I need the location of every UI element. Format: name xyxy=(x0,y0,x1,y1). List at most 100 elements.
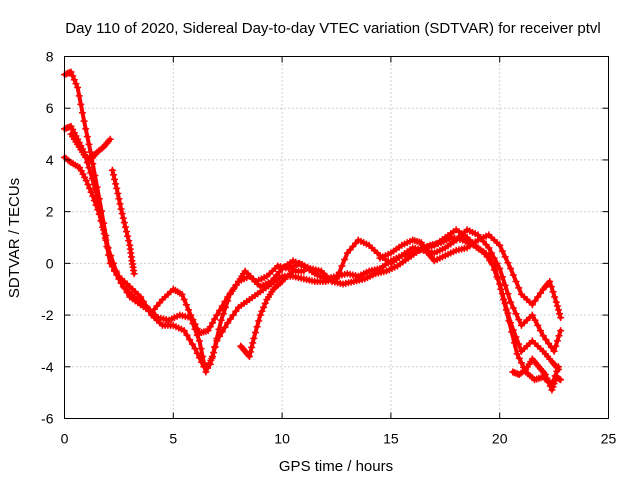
data-point-marker xyxy=(116,200,124,208)
data-point-marker xyxy=(554,306,562,314)
data-point-marker xyxy=(195,337,203,345)
data-point-marker xyxy=(186,336,194,344)
data-point-marker xyxy=(489,261,497,269)
data-point-marker xyxy=(255,317,263,325)
data-point-marker xyxy=(496,241,504,249)
data-point-marker xyxy=(548,386,556,394)
x-tick-label: 5 xyxy=(169,431,177,447)
data-point-marker xyxy=(208,352,216,360)
data-point-marker xyxy=(215,325,223,333)
data-point-marker xyxy=(217,316,225,324)
x-tick-label: 25 xyxy=(601,431,617,447)
data-point-marker xyxy=(557,376,565,384)
data-point-marker xyxy=(90,197,98,205)
x-tick-label: 20 xyxy=(492,431,508,447)
y-tick-label: -4 xyxy=(41,359,54,375)
data-point-marker xyxy=(221,323,229,331)
y-tick-label: -2 xyxy=(41,307,54,323)
data-point-marker xyxy=(111,267,119,275)
data-point-marker xyxy=(504,259,512,267)
data-point-marker xyxy=(226,315,234,323)
data-point-marker xyxy=(539,332,547,340)
data-point-marker xyxy=(74,84,82,92)
data-point-marker xyxy=(513,350,521,358)
data-point-marker xyxy=(545,378,553,386)
data-point-marker xyxy=(92,186,100,194)
data-point-marker xyxy=(245,352,253,360)
y-axis-label: SDTVAR / TECUs xyxy=(6,178,23,298)
y-tick-label: 6 xyxy=(46,100,54,116)
data-point-marker xyxy=(183,331,191,339)
data-point-marker xyxy=(300,267,308,275)
data-point-marker xyxy=(187,314,195,322)
data-point-marker xyxy=(557,327,565,335)
data-point-marker xyxy=(130,270,138,278)
series-satellite-track-7 xyxy=(376,231,565,322)
data-point-marker xyxy=(542,336,550,344)
series-track xyxy=(62,70,561,372)
data-point-marker xyxy=(483,253,491,261)
data-point-marker xyxy=(224,297,232,305)
data-point-marker xyxy=(498,273,506,281)
data-point-marker xyxy=(547,283,555,291)
data-point-marker xyxy=(87,169,95,177)
chart-title: Day 110 of 2020, Sidereal Day-to-day VTE… xyxy=(65,20,601,37)
data-point-marker xyxy=(515,316,523,324)
data-point-marker xyxy=(546,277,554,285)
data-point-marker xyxy=(498,247,506,255)
data-point-marker xyxy=(94,206,102,214)
data-point-marker xyxy=(250,334,258,342)
data-point-marker xyxy=(104,244,112,252)
data-point-marker xyxy=(182,301,190,309)
data-point-marker xyxy=(189,319,197,327)
data-point-marker xyxy=(485,244,493,252)
data-point-marker xyxy=(85,164,93,172)
data-point-marker xyxy=(555,332,563,340)
data-point-marker xyxy=(85,140,93,148)
data-point-marker xyxy=(205,360,213,368)
data-point-marker xyxy=(534,293,542,301)
series-satellite-track-1 xyxy=(61,68,562,373)
x-tick-label: 0 xyxy=(61,431,69,447)
data-point-marker xyxy=(82,177,90,185)
series-satellite-track-8 xyxy=(509,355,565,394)
data-point-marker xyxy=(193,331,201,339)
axis-ticks: 0 5 10 15 20 25 -6 -4 -2 0 2 4 6 8 xyxy=(41,49,616,447)
y-tick-label: 8 xyxy=(46,49,54,65)
data-point-marker xyxy=(229,311,237,319)
data-point-marker xyxy=(222,303,230,311)
data-point-marker xyxy=(557,314,565,322)
y-tick-label: -6 xyxy=(41,411,54,427)
x-axis-label: GPS time / hours xyxy=(279,458,393,475)
data-point-marker xyxy=(253,323,261,331)
data-point-marker xyxy=(509,271,517,279)
data-point-marker xyxy=(106,252,114,260)
data-point-marker xyxy=(551,293,559,301)
data-point-marker xyxy=(501,281,509,289)
data-point-marker xyxy=(554,363,562,371)
data-point-marker xyxy=(247,348,255,356)
data-point-marker xyxy=(261,299,269,307)
y-tick-label: 0 xyxy=(46,255,54,271)
data-point-marker xyxy=(556,310,564,318)
data-point-marker xyxy=(121,223,129,231)
data-point-marker xyxy=(508,328,516,336)
data-point-marker xyxy=(515,284,523,292)
data-point-marker xyxy=(123,228,131,236)
x-tick-label: 15 xyxy=(383,431,399,447)
data-point-marker xyxy=(338,262,346,270)
data-series-group xyxy=(61,68,565,394)
data-point-marker xyxy=(552,342,560,350)
data-point-marker xyxy=(491,265,499,273)
data-point-marker xyxy=(87,188,95,196)
data-point-marker xyxy=(112,180,120,188)
data-point-marker xyxy=(82,125,90,133)
data-point-marker xyxy=(204,364,212,372)
data-point-marker xyxy=(78,109,86,117)
data-point-marker xyxy=(108,166,116,174)
data-point-marker xyxy=(118,210,126,218)
data-point-marker xyxy=(180,327,188,335)
data-point-marker xyxy=(117,205,125,213)
data-point-marker xyxy=(113,271,121,279)
